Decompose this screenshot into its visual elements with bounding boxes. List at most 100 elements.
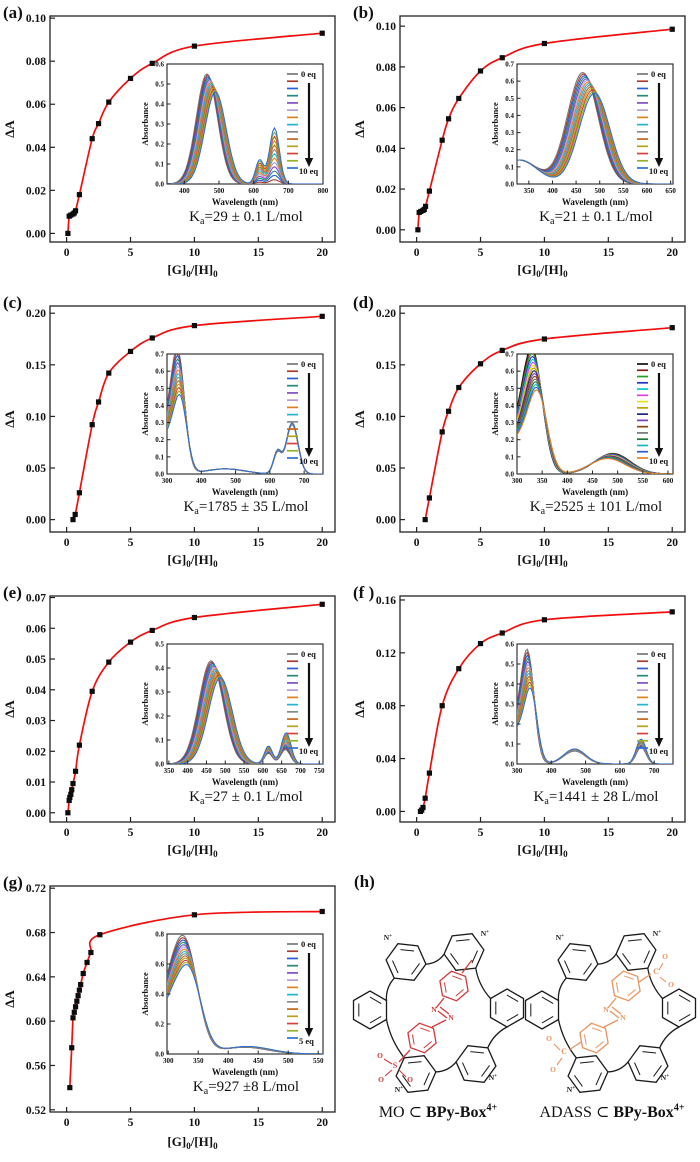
svg-text:10: 10 — [539, 827, 551, 839]
svg-text:10: 10 — [189, 247, 201, 259]
panel-h-letter: (h) — [354, 872, 375, 891]
svg-text:400: 400 — [562, 477, 573, 485]
svg-text:C: C — [561, 1047, 567, 1056]
svg-text:ΔA: ΔA — [352, 700, 367, 718]
inset-spectra-d — [517, 354, 673, 474]
svg-text:500: 500 — [220, 767, 231, 775]
svg-text:0.16: 0.16 — [376, 595, 396, 607]
svg-text:450: 450 — [253, 1057, 264, 1065]
svg-text:[G]0/[H]0: [G]0/[H]0 — [167, 262, 218, 279]
svg-text:20: 20 — [666, 827, 678, 839]
svg-text:0.04: 0.04 — [376, 143, 396, 155]
panel-d: 0 5 10 15 20 0.00 0.05 0.10 0.15 0.20 (d) ΔA [G]0/[H… — [350, 290, 700, 580]
svg-text:0.05: 0.05 — [26, 654, 46, 666]
svg-text:0.00: 0.00 — [376, 225, 396, 237]
svg-text:0.00: 0.00 — [376, 806, 396, 818]
svg-text:400: 400 — [196, 477, 207, 485]
panel-h: (h) MO ⊂ BPy-Box4+ ADASS ⊂ BPy-Box4+ N+ N… — [350, 870, 700, 1162]
svg-text:0.6: 0.6 — [505, 368, 514, 376]
svg-text:0.5: 0.5 — [155, 81, 164, 89]
svg-text:O: O — [378, 1075, 384, 1084]
svg-text:Ka=1441 ± 28 L/mol: Ka=1441 ± 28 L/mol — [534, 789, 659, 807]
panel-b: 0 5 10 15 20 0.00 0.02 0.04 0.06 0.08 0.10 (b) ΔA [G]… — [350, 0, 700, 290]
chart-c: 0 5 10 15 20 0.00 0.05 0.10 0.15 0.20 (c) ΔA [G]0/[H… — [2, 293, 336, 569]
svg-text:0.1: 0.1 — [505, 453, 514, 461]
svg-text:750: 750 — [314, 767, 325, 775]
svg-text:5: 5 — [478, 827, 484, 839]
svg-text:650: 650 — [276, 767, 287, 775]
svg-text:700: 700 — [283, 187, 294, 195]
svg-text:O: O — [668, 980, 674, 989]
svg-text:Absorbance: Absorbance — [140, 102, 150, 146]
svg-text:15: 15 — [603, 247, 615, 259]
svg-text:300: 300 — [512, 767, 523, 775]
svg-text:0: 0 — [64, 537, 70, 549]
svg-text:10 eq: 10 eq — [649, 746, 668, 756]
svg-text:500: 500 — [612, 477, 623, 485]
adass-label-sup: 4+ — [673, 1102, 685, 1114]
svg-text:Absorbance: Absorbance — [140, 682, 150, 726]
svg-text:Ka=927 ±8 L/mol: Ka=927 ±8 L/mol — [193, 1079, 299, 1097]
svg-text:ΔA: ΔA — [2, 990, 17, 1008]
svg-text:Ka=27 ± 0.1 L/mol: Ka=27 ± 0.1 L/mol — [189, 789, 303, 807]
svg-text:0: 0 — [414, 827, 420, 839]
mo-label-pre: MO ⊂ — [378, 1104, 427, 1121]
svg-text:0.6: 0.6 — [505, 641, 514, 649]
svg-text:10 eq: 10 eq — [299, 166, 318, 176]
svg-text:600: 600 — [265, 477, 276, 485]
svg-text:0.04: 0.04 — [26, 685, 46, 697]
svg-text:0.02: 0.02 — [26, 746, 46, 758]
svg-text:Ka=2525 ± 101 L/mol: Ka=2525 ± 101 L/mol — [530, 499, 662, 517]
svg-text:0.1: 0.1 — [505, 163, 514, 171]
svg-text:0.4: 0.4 — [505, 112, 514, 120]
svg-text:N: N — [620, 1013, 626, 1022]
svg-text:500: 500 — [230, 477, 241, 485]
svg-text:Absorbance: Absorbance — [490, 682, 500, 726]
svg-text:0.1: 0.1 — [155, 161, 164, 169]
svg-text:0.3: 0.3 — [155, 689, 164, 697]
svg-text:700: 700 — [299, 477, 310, 485]
inset-spectra-f — [517, 648, 673, 764]
svg-text:[G]0/[H]0: [G]0/[H]0 — [517, 842, 568, 859]
svg-text:0.08: 0.08 — [376, 701, 396, 713]
svg-text:700: 700 — [649, 767, 660, 775]
svg-text:15: 15 — [253, 247, 265, 259]
svg-text:0 eq: 0 eq — [301, 649, 316, 659]
svg-text:15: 15 — [603, 537, 615, 549]
svg-text:0.7: 0.7 — [155, 351, 164, 359]
svg-text:(e): (e) — [3, 583, 22, 602]
chart-g: 0 5 10 15 20 0.52 0.56 0.60 0.64 0.68 0.72(g) ΔA [G]… — [2, 873, 336, 1151]
svg-text:(c): (c) — [3, 293, 22, 312]
svg-text:N: N — [603, 1005, 609, 1014]
svg-text:0 eq: 0 eq — [301, 359, 316, 369]
svg-text:0.2: 0.2 — [505, 436, 514, 444]
svg-text:450: 450 — [571, 187, 582, 195]
svg-text:Ka=29 ± 0.1 L/mol: Ka=29 ± 0.1 L/mol — [189, 209, 303, 227]
svg-text:15: 15 — [603, 827, 615, 839]
svg-text:Absorbance: Absorbance — [140, 392, 150, 436]
svg-text:0.02: 0.02 — [26, 185, 46, 197]
svg-text:400: 400 — [179, 187, 190, 195]
svg-text:S: S — [393, 1061, 398, 1070]
adass-label-bold: BPy-Box — [613, 1104, 674, 1121]
svg-text:0: 0 — [64, 1117, 70, 1129]
svg-text:0.00: 0.00 — [26, 228, 46, 240]
svg-text:0 eq: 0 eq — [301, 939, 316, 949]
svg-text:0.03: 0.03 — [26, 716, 46, 728]
svg-text:550: 550 — [638, 477, 649, 485]
panel-e: 0 5 10 15 20 0.00 0.01 0.02 0.03 0.04 0.05 0.06 0.07… — [0, 580, 350, 870]
svg-text:0.2: 0.2 — [505, 146, 514, 154]
svg-text:0.5: 0.5 — [155, 641, 164, 649]
mo-label-bold: BPy-Box — [426, 1104, 487, 1121]
svg-text:0.4: 0.4 — [155, 402, 164, 410]
chart-b: 0 5 10 15 20 0.00 0.02 0.04 0.06 0.08 0.10(b) ΔA [G]… — [352, 3, 686, 279]
inset-spectra-e — [167, 660, 323, 764]
svg-text:0.5: 0.5 — [155, 385, 164, 393]
chart-d: 0 5 10 15 20 0.00 0.05 0.10 0.15 0.20(d) ΔA [G]0/[H… — [352, 293, 686, 569]
svg-text:0.0: 0.0 — [505, 471, 514, 479]
svg-text:ΔA: ΔA — [352, 410, 367, 428]
svg-text:400: 400 — [182, 767, 193, 775]
svg-text:0.3: 0.3 — [155, 121, 164, 129]
svg-text:Wavelength (nm): Wavelength (nm) — [212, 777, 278, 787]
svg-text:650: 650 — [665, 187, 676, 195]
